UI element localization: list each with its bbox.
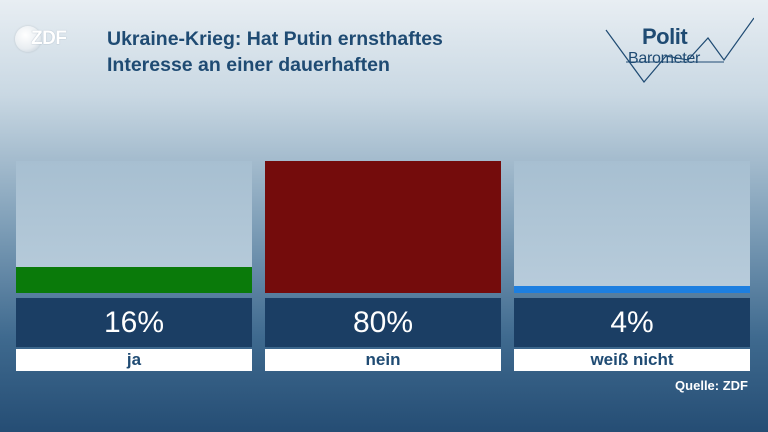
bar-panel-ja — [16, 161, 252, 293]
chart-title-line-1: Ukraine-Krieg: Hat Putin ernsthaftes — [107, 28, 443, 50]
bar-nein — [265, 161, 501, 293]
bar-panel-nein — [265, 161, 501, 293]
value-label-ja: 16% — [16, 298, 252, 347]
value-label-weiss-nicht: 4% — [514, 298, 750, 347]
category-label-weiss-nicht: weiß nicht — [514, 349, 750, 371]
bar-ja — [16, 267, 252, 293]
politbarometer-word-polit: Polit — [642, 24, 688, 49]
zdf-logo-disc-icon — [15, 26, 41, 52]
chart-title: Ukraine-Krieg: Hat Putin ernsthaftes Int… — [107, 26, 567, 78]
value-label-nein: 80% — [265, 298, 501, 347]
politbarometer-zigzag-icon — [605, 17, 754, 83]
zdf-logo-text: ZDF — [31, 28, 67, 49]
politbarometer-logo: Polit Barometer — [604, 16, 754, 86]
category-label-ja: ja — [16, 349, 252, 371]
category-label-nein: nein — [265, 349, 501, 371]
bar-panel-weiss-nicht — [514, 161, 750, 293]
chart-title-line-2: Interesse an einer dauerhaften — [107, 54, 390, 76]
source-note: Quelle: ZDF — [675, 378, 748, 393]
zdf-logo: ZDF — [15, 25, 79, 53]
bar-weiss-nicht — [514, 286, 750, 293]
politbarometer-word-barometer: Barometer — [628, 50, 700, 67]
